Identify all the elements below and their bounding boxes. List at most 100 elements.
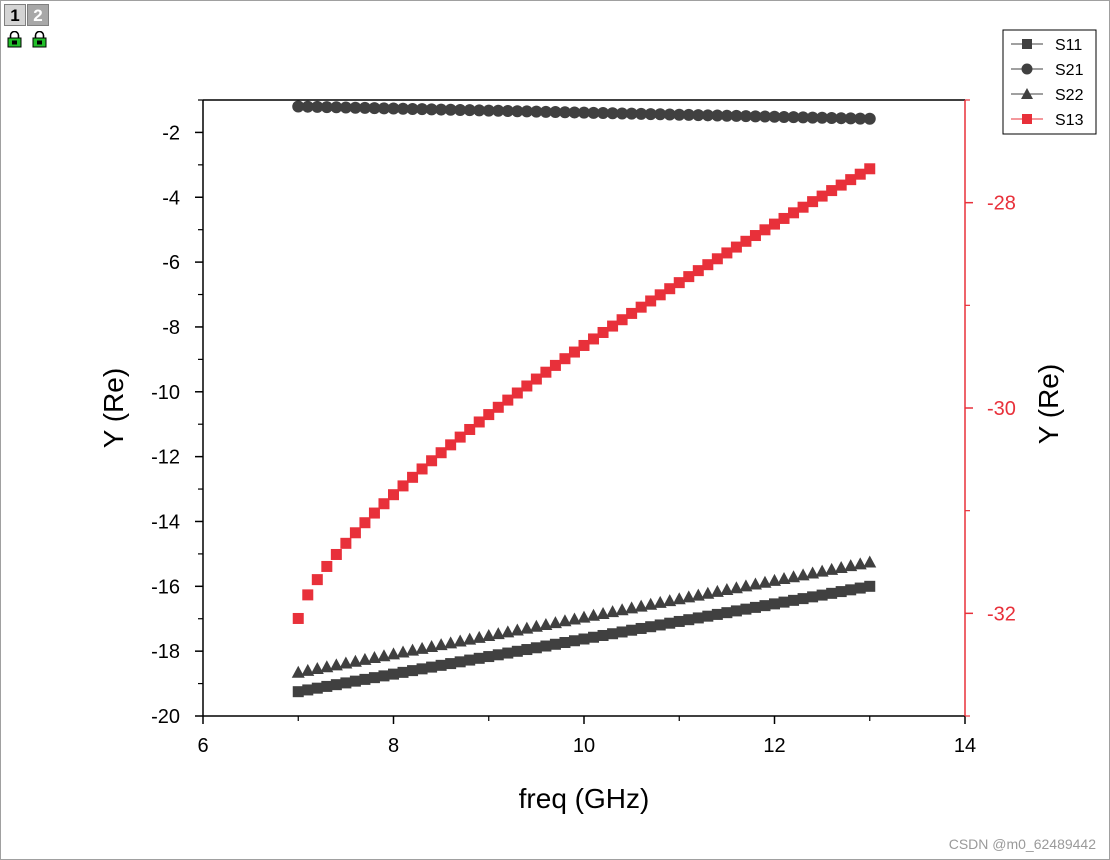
point-S22: [815, 564, 829, 577]
legend[interactable]: S11 S21 S22 S13: [1002, 29, 1097, 135]
point-S13: [378, 498, 390, 510]
point-S13: [721, 247, 733, 259]
point-S13: [368, 507, 380, 519]
series-S13: [292, 163, 876, 624]
point-S21: [701, 109, 714, 122]
lock-icon[interactable]: [32, 31, 47, 48]
point-S22: [320, 660, 334, 673]
point-S21: [358, 101, 371, 114]
point-S21: [778, 110, 791, 123]
point-S22: [339, 656, 353, 669]
point-S13: [845, 174, 857, 186]
point-S21: [625, 107, 638, 120]
series-S21: [292, 100, 876, 125]
point-S11: [502, 647, 514, 659]
point-S21: [339, 101, 352, 114]
point-S13: [492, 401, 504, 413]
point-S21: [720, 109, 733, 122]
point-S22: [796, 568, 810, 581]
point-S11: [549, 638, 561, 650]
point-S21: [768, 110, 781, 123]
legend-label-S11: S11: [1055, 37, 1082, 54]
point-S21: [673, 108, 686, 121]
point-S22: [587, 608, 601, 621]
point-S22: [377, 649, 391, 662]
point-S11: [568, 635, 580, 647]
point-S13: [388, 489, 399, 501]
point-S22: [463, 632, 477, 645]
point-S13: [578, 339, 590, 351]
y-left-tick-label: -10: [151, 382, 180, 404]
point-S22: [806, 566, 820, 579]
point-S22: [453, 634, 467, 647]
point-S11: [730, 605, 742, 617]
point-S21: [511, 105, 524, 118]
point-S11: [845, 584, 857, 596]
point-S13: [340, 537, 352, 549]
layer-tab-2[interactable]: 2: [27, 4, 49, 26]
point-S13: [521, 380, 533, 392]
point-S13: [797, 201, 809, 213]
point-S22: [625, 601, 639, 614]
point-S21: [454, 103, 467, 116]
y-left-tick-label: -14: [151, 511, 180, 533]
layer-tab-1[interactable]: 1: [4, 4, 26, 26]
y-left-tick-label: -8: [162, 317, 180, 339]
point-S22: [644, 597, 658, 610]
point-S11: [749, 601, 761, 613]
x-tick-label: 6: [197, 735, 208, 757]
point-S13: [445, 439, 457, 451]
point-S22: [358, 652, 372, 665]
point-S21: [501, 105, 514, 118]
point-S21: [597, 107, 610, 120]
point-S13: [616, 314, 628, 326]
point-S22: [739, 579, 753, 592]
lock-icon[interactable]: [7, 31, 22, 48]
series-S22: [291, 555, 877, 678]
point-S21: [435, 103, 448, 116]
point-S11: [445, 658, 457, 670]
point-S21: [825, 111, 838, 124]
point-S13: [597, 326, 609, 338]
series-S11: [292, 580, 876, 698]
x-axis-title: freq (GHz): [519, 783, 650, 814]
point-S21: [387, 102, 400, 115]
point-S11: [702, 610, 714, 622]
point-S22: [434, 638, 448, 651]
point-S21: [835, 112, 848, 125]
point-S21: [587, 106, 600, 119]
point-S21: [549, 106, 562, 119]
point-S11: [797, 593, 809, 605]
point-S21: [635, 107, 648, 120]
point-S11: [683, 614, 695, 626]
point-S22: [606, 605, 620, 618]
point-S13: [645, 295, 657, 307]
point-S11: [654, 619, 666, 631]
point-S11: [368, 672, 380, 684]
point-S21: [863, 112, 876, 125]
point-S13: [330, 548, 342, 560]
point-S22: [510, 623, 524, 636]
point-S13: [664, 283, 676, 295]
point-S11: [349, 675, 361, 687]
point-S13: [835, 179, 847, 191]
point-S21: [844, 112, 857, 125]
point-S22: [415, 641, 429, 654]
point-S21: [568, 106, 581, 119]
point-S22: [291, 665, 305, 678]
point-S11: [426, 661, 438, 673]
point-S13: [454, 431, 466, 443]
point-S21: [482, 104, 495, 117]
point-S22: [329, 658, 343, 671]
point-S11: [521, 644, 533, 656]
point-S22: [301, 663, 315, 676]
legend-label-S21: S21: [1055, 62, 1084, 79]
point-S21: [463, 104, 476, 117]
point-S11: [645, 621, 657, 633]
point-S11: [664, 617, 676, 629]
watermark: CSDN @m0_62489442: [948, 836, 1096, 852]
point-S11: [292, 686, 304, 698]
point-S21: [854, 112, 867, 125]
point-S22: [348, 654, 362, 667]
point-S21: [444, 103, 457, 116]
